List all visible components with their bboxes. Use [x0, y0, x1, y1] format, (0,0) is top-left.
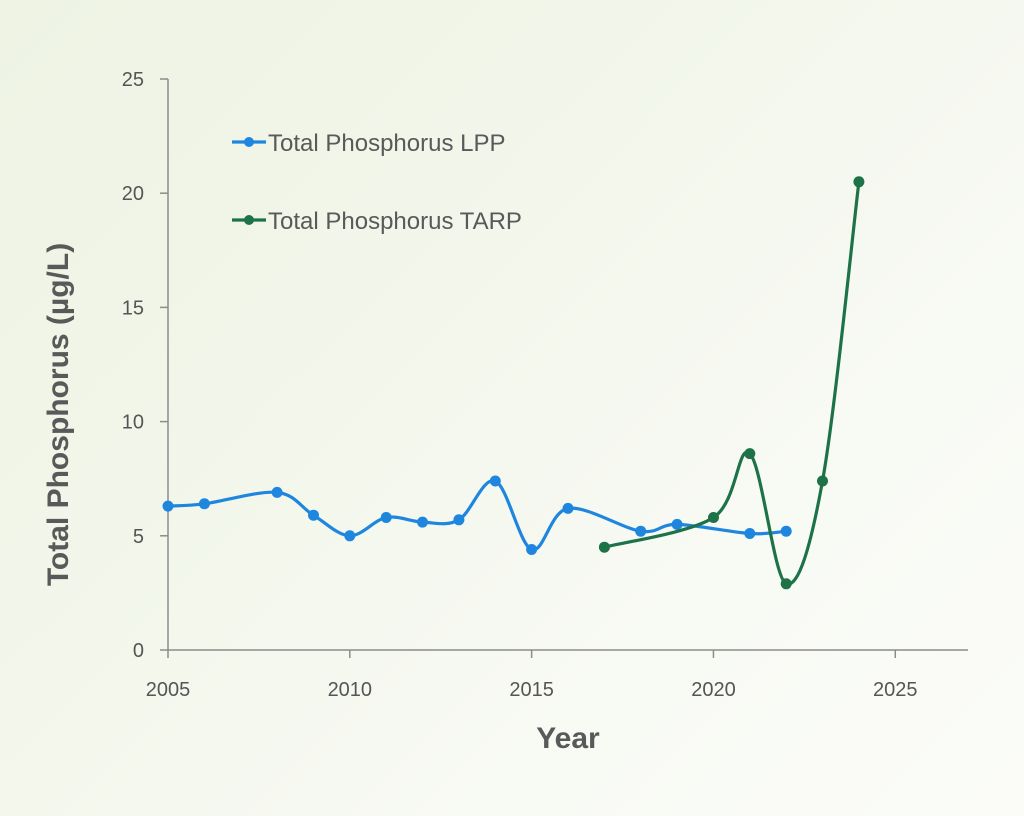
data-point — [526, 544, 538, 555]
y-tick-label: 20 — [122, 183, 144, 205]
legend: Total Phosphorus LPP Total Phosphorus TAR… — [232, 130, 522, 235]
x-axis-title: Year — [536, 722, 600, 755]
axes — [167, 79, 968, 651]
series-line — [166, 479, 788, 552]
legend-label: Total Phosphorus LPP — [268, 130, 505, 157]
series-2 — [598, 176, 865, 590]
y-tick-label: 25 — [122, 69, 144, 91]
data-point — [744, 528, 756, 539]
data-point — [562, 502, 574, 514]
data-point — [708, 512, 719, 523]
x-tick-label: 2025 — [873, 679, 918, 701]
data-point — [635, 525, 647, 537]
data-point — [380, 512, 392, 523]
data-point — [308, 509, 319, 521]
y-tick-label: 0 — [133, 640, 144, 662]
x-tick-label: 2015 — [509, 679, 554, 701]
data-point — [271, 486, 283, 498]
data-point — [453, 514, 465, 526]
legend-label: Total Phosphorus TARP — [268, 208, 522, 235]
data-point — [780, 525, 792, 537]
series-layer — [162, 176, 865, 590]
data-point — [162, 500, 174, 512]
data-point — [744, 448, 756, 460]
legend-item: Total Phosphorus TARP — [232, 208, 522, 235]
y-tick-label: 5 — [133, 526, 144, 548]
data-point — [671, 518, 683, 530]
data-point — [598, 541, 610, 553]
data-point — [780, 578, 792, 590]
series-line — [602, 180, 861, 586]
series-1 — [162, 475, 792, 555]
legend-item: Total Phosphorus LPP — [232, 130, 505, 157]
x-axis-ticks: 2005 2010 2015 2020 2025 — [146, 650, 918, 701]
data-point — [344, 530, 356, 542]
y-axis-title: Total Phosphorus (µg/L) — [42, 243, 75, 586]
data-point — [417, 516, 428, 528]
x-tick-label: 2010 — [328, 679, 373, 701]
x-tick-label: 2005 — [146, 679, 191, 701]
data-point — [198, 498, 210, 510]
data-point — [817, 475, 828, 487]
legend-swatch-marker — [244, 137, 254, 147]
data-point — [853, 176, 865, 188]
data-point — [489, 475, 501, 487]
x-tick-label: 2020 — [691, 679, 736, 701]
y-axis-ticks: 0 5 10 15 20 25 — [122, 69, 168, 662]
y-tick-label: 15 — [122, 297, 144, 319]
y-tick-label: 10 — [122, 412, 144, 434]
legend-swatch-marker — [244, 215, 254, 225]
